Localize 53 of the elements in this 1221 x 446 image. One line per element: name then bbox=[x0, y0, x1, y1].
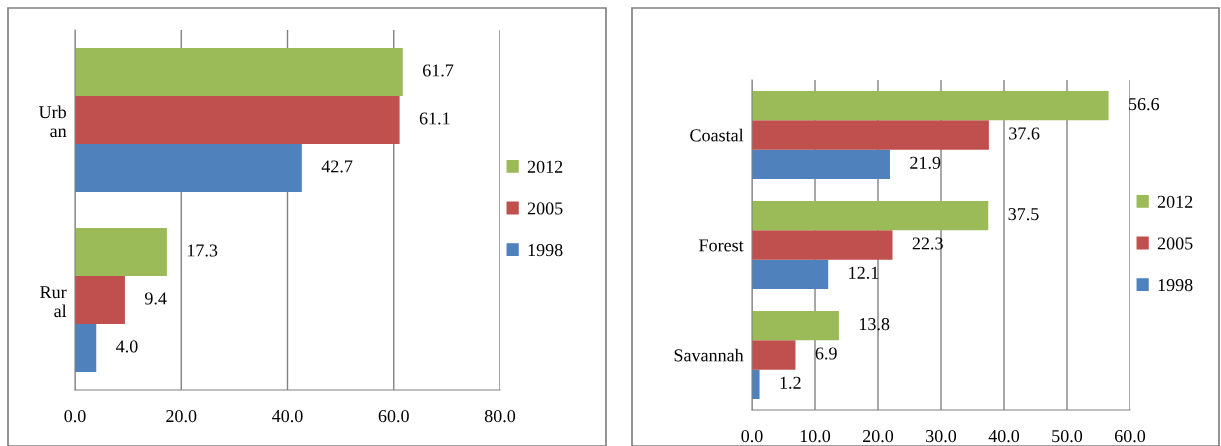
legend-label: 1998 bbox=[1158, 278, 1193, 292]
x-tick-label: 80.0 bbox=[484, 409, 516, 423]
x-tick-label: 0.0 bbox=[741, 429, 763, 443]
x-tick-label: 20.0 bbox=[166, 409, 197, 423]
bar bbox=[752, 201, 989, 231]
y-tick-label: Urb an bbox=[38, 105, 67, 138]
bar bbox=[75, 324, 97, 372]
data-label: 13.8 bbox=[859, 318, 890, 331]
legend-label: 2012 bbox=[527, 160, 563, 173]
bar bbox=[752, 340, 796, 370]
data-label: 37.5 bbox=[1008, 208, 1039, 221]
data-label: 6.9 bbox=[815, 347, 837, 360]
bar bbox=[75, 96, 400, 144]
bar bbox=[752, 230, 893, 260]
data-label: 37.6 bbox=[1009, 127, 1040, 140]
bar bbox=[75, 48, 403, 96]
x-tick-label: 60.0 bbox=[378, 409, 409, 423]
y-tick-label: Rur al bbox=[40, 286, 67, 318]
x-tick-label: 40.0 bbox=[988, 429, 1020, 443]
bar bbox=[75, 228, 167, 276]
data-label: 17.3 bbox=[187, 244, 218, 257]
data-label: 61.7 bbox=[423, 64, 454, 77]
bar bbox=[752, 120, 989, 150]
data-label: 4.0 bbox=[116, 340, 138, 353]
data-label: 61.1 bbox=[419, 112, 450, 125]
bar bbox=[752, 311, 839, 341]
y-tick-label: Savannah bbox=[674, 348, 744, 362]
legend-label: 2012 bbox=[1157, 195, 1193, 208]
data-label: 56.6 bbox=[1129, 98, 1160, 111]
bar bbox=[752, 149, 890, 179]
x-tick-label: 30.0 bbox=[926, 429, 957, 443]
bar bbox=[752, 369, 760, 399]
bar bbox=[752, 259, 829, 289]
x-tick-label: 50.0 bbox=[1052, 429, 1083, 443]
legend-label: 1998 bbox=[528, 243, 563, 257]
data-label: 42.7 bbox=[321, 160, 353, 173]
y-tick-label: Forest bbox=[699, 239, 744, 252]
bar bbox=[75, 144, 302, 192]
data-label: 22.3 bbox=[912, 237, 943, 250]
legend-label: 2005 bbox=[527, 202, 563, 215]
bar bbox=[75, 276, 125, 324]
x-tick-label: 60.0 bbox=[1114, 429, 1146, 443]
x-tick-label: 10.0 bbox=[800, 429, 831, 443]
bar bbox=[752, 91, 1109, 121]
x-tick-label: 20.0 bbox=[862, 429, 894, 443]
x-tick-label: 0.0 bbox=[64, 409, 86, 423]
data-label: 21.9 bbox=[910, 156, 941, 169]
data-label: 9.4 bbox=[144, 292, 167, 305]
data-label: 12.1 bbox=[849, 266, 879, 279]
data-label: 1.2 bbox=[780, 376, 801, 389]
x-tick-label: 40.0 bbox=[272, 409, 303, 423]
legend-label: 2005 bbox=[1157, 237, 1193, 250]
y-tick-label: Coastal bbox=[690, 128, 744, 142]
